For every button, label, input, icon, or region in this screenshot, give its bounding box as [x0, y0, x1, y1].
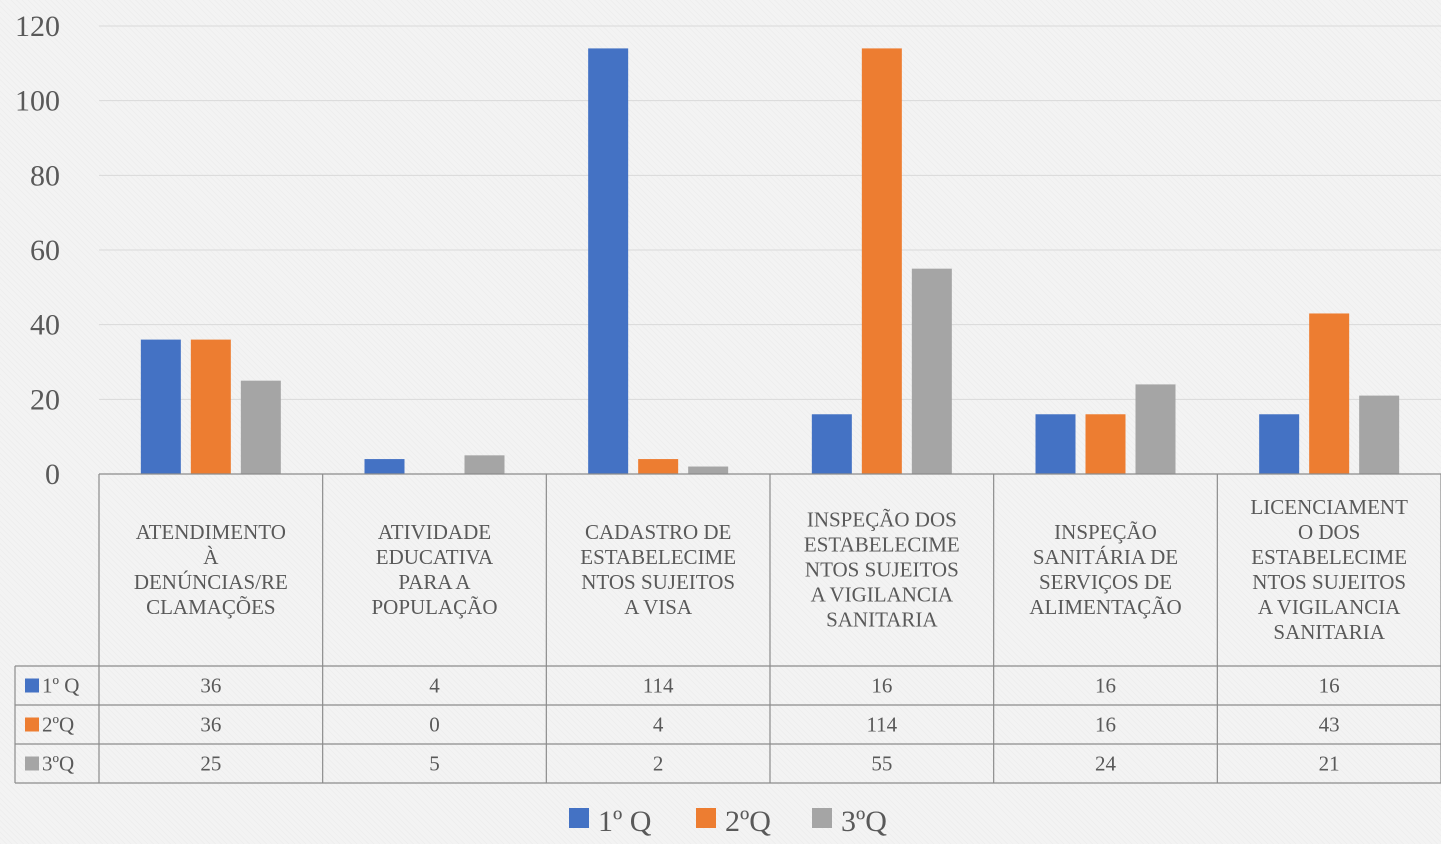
table-cell-value: 0: [429, 713, 440, 737]
category-label-line: NTOS SUJEITOS: [581, 570, 735, 594]
category-label: ATIVIDADE EDUCATIVA PARA A POPULAÇÃO: [371, 520, 497, 619]
y-tick-label: 100: [15, 85, 60, 118]
table-cell-value: 4: [653, 713, 664, 737]
y-tick-label: 0: [45, 458, 60, 491]
table-legend-key: [25, 756, 39, 771]
category-label-line: ESTABELECIME: [1251, 545, 1407, 569]
category-label: ATENDIMENTO À DENÚNCIAS/RE CLAMAÇÕES: [134, 520, 288, 619]
table-cell-value: 16: [1095, 713, 1116, 737]
table-cell-value: 55: [871, 752, 892, 776]
bar: [140, 339, 181, 474]
category-label-line: EDUCATIVA: [376, 545, 494, 569]
table-series-name: 1º Q: [42, 674, 79, 698]
category-label-line: À: [203, 545, 219, 569]
category-label-line: SANITÁRIA DE: [1033, 545, 1178, 569]
table-cell-value: 114: [866, 713, 897, 737]
category-label-line: ALIMENTAÇÃO: [1029, 595, 1181, 619]
table-cell-value: 24: [1095, 752, 1117, 776]
legend-key: [696, 808, 716, 828]
category-label-line: DENÚNCIAS/RE: [134, 570, 288, 594]
category-label-line: CADASTRO DE: [585, 520, 731, 544]
y-tick-label: 80: [30, 159, 60, 192]
table-cell-value: 5: [429, 752, 440, 776]
bar: [464, 455, 505, 474]
category-label-line: SANITARIA: [826, 608, 938, 632]
table-series-name: 3ºQ: [42, 752, 74, 776]
table-cell-value: 16: [1095, 674, 1116, 698]
category-label-line: ATIVIDADE: [378, 520, 491, 544]
bar: [364, 459, 405, 474]
table-cell-value: 16: [871, 674, 892, 698]
bar: [1359, 395, 1400, 474]
table-cell-value: 4: [429, 674, 440, 698]
category-label-line: A VISA: [624, 595, 693, 619]
y-tick-label: 20: [30, 383, 60, 416]
legend-label: 3ºQ: [841, 805, 887, 838]
gridlines: [99, 25, 1441, 400]
y-tick-label: 120: [15, 10, 60, 43]
bar: [1035, 414, 1076, 474]
table-cell-value: 16: [1319, 674, 1340, 698]
bar: [1309, 313, 1350, 474]
category-label-line: SANITARIA: [1273, 620, 1385, 644]
category-label-line: ESTABELECIME: [804, 533, 960, 557]
bar: [638, 459, 679, 474]
category-label-line: INSPEÇÃO: [1054, 520, 1157, 544]
table-cell-value: 36: [200, 713, 221, 737]
bar: [688, 466, 729, 474]
y-tick-label: 60: [30, 234, 60, 267]
category-label: CADASTRO DE ESTABELECIME NTOS SUJEITOS A VI…: [580, 520, 736, 619]
bar: [190, 339, 231, 474]
category-label-line: CLAMAÇÕES: [146, 595, 276, 619]
legend-key: [812, 808, 832, 828]
bar: [588, 48, 629, 475]
legend-key: [569, 808, 589, 828]
category-label-line: NTOS SUJEITOS: [1252, 570, 1406, 594]
category-label-line: ATENDIMENTO: [136, 520, 286, 544]
category-label-line: INSPEÇÃO DOS: [807, 508, 957, 532]
category-label-line: LICENCIAMENT: [1250, 495, 1408, 519]
table-cell-value: 43: [1319, 713, 1340, 737]
bar: [811, 414, 852, 474]
table-cell-value: 21: [1319, 752, 1340, 776]
category-label: INSPEÇÃO SANITÁRIA DE SERVIÇOS DE ALIMENTAÇ…: [1029, 520, 1181, 619]
bar: [861, 48, 902, 475]
table-cell-value: 36: [200, 674, 221, 698]
category-label-line: PARA A: [398, 570, 471, 594]
bar: [1259, 414, 1300, 474]
bar: [240, 380, 281, 474]
bar: [1135, 384, 1176, 474]
category-label-line: A VIGILANCIA: [1258, 595, 1401, 619]
category-label-line: POPULAÇÃO: [371, 595, 497, 619]
bar: [911, 268, 952, 474]
table-cell-value: 25: [200, 752, 221, 776]
y-tick-label: 40: [30, 309, 60, 342]
table-cell-value: 2: [653, 752, 664, 776]
legend-label: 1º Q: [598, 805, 652, 838]
category-label: LICENCIAMENT O DOS ESTABELECIME NTOS SUJEIT…: [1250, 495, 1408, 644]
table-cell-value: 114: [643, 674, 674, 698]
table-legend-key: [25, 717, 39, 732]
category-label-line: SERVIÇOS DE: [1039, 570, 1172, 594]
table-series-name: 2ºQ: [42, 713, 74, 737]
category-label: INSPEÇÃO DOS ESTABELECIME NTOS SUJEITOS A V…: [804, 508, 960, 632]
category-label-line: NTOS SUJEITOS: [805, 558, 959, 582]
category-label-line: ESTABELECIME: [580, 545, 736, 569]
category-label-line: O DOS: [1298, 520, 1360, 544]
y-axis-tick-labels: 0 20 40 60 80 100 120: [15, 10, 60, 491]
legend: 1º Q 2ºQ 3ºQ: [569, 805, 887, 838]
bars: [140, 48, 1400, 475]
table-legend-key: [25, 678, 39, 693]
legend-label: 2ºQ: [725, 805, 771, 838]
data-table: ATENDIMENTO À DENÚNCIAS/RE CLAMAÇÕES ATIVIDA…: [14, 473, 1441, 784]
bar: [1085, 414, 1126, 474]
category-label-line: A VIGILANCIA: [811, 583, 954, 607]
